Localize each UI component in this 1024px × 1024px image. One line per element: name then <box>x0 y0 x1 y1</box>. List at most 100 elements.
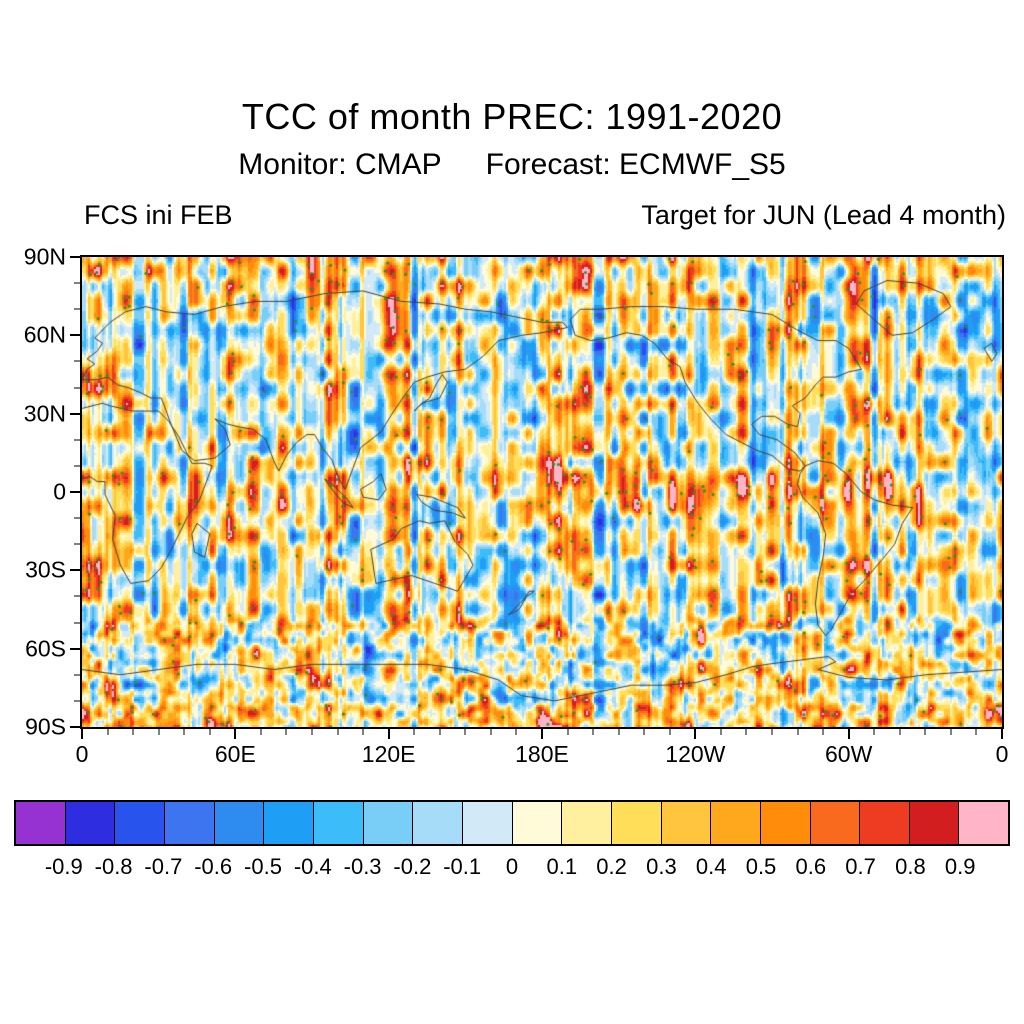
colorbar-tick-label: -0.2 <box>393 854 432 879</box>
panel-labels: FCS ini FEB Target for JUN (Lead 4 month… <box>84 200 1006 231</box>
y-axis-label: 60N <box>23 321 66 348</box>
colorbar-cell <box>511 802 562 844</box>
x-major-tick <box>234 729 237 739</box>
y-minor-tick <box>74 439 80 441</box>
colorbar-cell <box>163 802 214 844</box>
x-minor-tick <box>490 729 492 735</box>
x-axis-label: 120W <box>665 741 726 767</box>
colorbar-tick-label: 0.5 <box>745 854 777 879</box>
y-major-tick <box>70 412 80 415</box>
correlation-field-canvas <box>82 257 1002 727</box>
colorbar-cell <box>561 802 611 844</box>
colorbar-cell <box>859 802 909 844</box>
x-axis-label: 120E <box>361 741 416 767</box>
y-major-tick <box>70 256 80 258</box>
monitor-label: Monitor: CMAP <box>238 148 442 181</box>
colorbar-cell <box>263 802 313 844</box>
y-minor-tick <box>74 543 80 545</box>
colorbar-tick-label: -0.3 <box>343 854 382 879</box>
colorbar-cell <box>809 802 860 844</box>
x-minor-tick <box>311 729 313 735</box>
chart-subtitle: Monitor: CMAP Forecast: ECMWF_S5 <box>0 148 1024 182</box>
x-major-tick <box>1001 729 1003 739</box>
x-axis-label: 0 <box>995 741 1009 767</box>
colorbar-cell <box>710 802 760 844</box>
target-month-label: Target for JUN (Lead 4 month) <box>641 200 1006 230</box>
y-minor-tick <box>74 465 80 467</box>
x-minor-tick <box>107 729 109 735</box>
x-minor-tick <box>183 729 185 735</box>
colorbar-tick-label: -0.5 <box>244 854 282 879</box>
colorbar-cell <box>362 802 413 844</box>
x-minor-tick <box>720 729 722 735</box>
x-minor-tick <box>132 729 134 735</box>
y-major-tick <box>70 726 80 728</box>
x-minor-tick <box>797 729 799 735</box>
x-minor-tick <box>643 729 645 735</box>
x-axis-label: 60E <box>214 741 256 767</box>
x-minor-tick <box>924 729 926 735</box>
y-axis-label: 30N <box>23 400 66 427</box>
colorbar-tick-label: -0.4 <box>293 854 332 879</box>
y-axis-label: 0 <box>53 478 66 505</box>
x-major-tick <box>847 729 850 739</box>
colorbar-cell <box>412 802 462 844</box>
colorbar-cell <box>610 802 661 844</box>
y-minor-tick <box>74 360 80 362</box>
x-minor-tick <box>822 729 824 735</box>
colorbar-tick-label: 0.8 <box>895 854 926 879</box>
x-axis-label: 0 <box>75 741 89 767</box>
colorbar-tick-label: 0.3 <box>646 854 677 879</box>
y-axis-label: 60S <box>25 635 66 662</box>
y-minor-tick <box>74 622 80 624</box>
colorbar-tick-label: 0.4 <box>695 854 727 879</box>
x-axis-label: 180E <box>515 741 569 767</box>
colorbar-cell <box>908 802 959 844</box>
chart-title: TCC of month PREC: 1991-2020 <box>241 96 783 137</box>
x-minor-tick <box>975 729 977 735</box>
x-minor-tick <box>771 729 773 735</box>
init-month-label: FCS ini FEB <box>84 200 233 230</box>
x-minor-tick <box>260 729 262 735</box>
y-minor-tick <box>74 595 80 597</box>
x-major-tick <box>541 729 543 739</box>
y-major-tick <box>70 569 80 572</box>
x-minor-tick <box>873 729 875 735</box>
x-minor-tick <box>950 729 952 735</box>
x-minor-tick <box>592 729 594 735</box>
colorbar-tick-label: -0.6 <box>194 854 233 879</box>
y-minor-tick <box>74 282 80 284</box>
y-axis-label: 90N <box>23 243 66 270</box>
x-minor-tick <box>285 729 287 735</box>
colorbar <box>14 800 1010 846</box>
colorbar-cell <box>660 802 711 844</box>
x-minor-tick <box>158 729 160 735</box>
y-axis-label: 30S <box>25 556 66 583</box>
x-major-tick <box>81 729 83 739</box>
x-axis-label: 60W <box>825 741 873 767</box>
y-minor-tick <box>74 674 80 676</box>
colorbar-tick-label: 0.2 <box>596 854 627 879</box>
x-major-tick <box>387 729 390 739</box>
colorbar-tick-label: 0 <box>505 854 519 879</box>
colorbar-tick-label: 0.6 <box>795 854 827 879</box>
x-minor-tick <box>515 729 517 735</box>
x-minor-tick <box>745 729 747 735</box>
colorbar-tick-label: -0.8 <box>94 854 133 879</box>
x-minor-tick <box>439 729 441 735</box>
y-axis-label: 90S <box>25 713 66 740</box>
colorbar-labels: -0.9 -0.8 -0.7 -0.6 -0.5 -0.4 -0.3 -0.2 -0.1 0 0.1… <box>14 854 1010 882</box>
colorbar-tick-label: -0.7 <box>144 854 183 879</box>
x-minor-tick <box>337 729 339 735</box>
x-minor-tick <box>209 729 211 735</box>
colorbar-cell <box>114 802 164 844</box>
x-minor-tick <box>413 729 415 735</box>
y-major-tick <box>70 334 80 337</box>
forecast-label: Forecast: ECMWF_S5 <box>485 148 786 181</box>
y-minor-tick <box>74 517 80 519</box>
x-minor-tick <box>618 729 620 735</box>
y-minor-tick <box>74 387 80 389</box>
colorbar-cell <box>213 802 264 844</box>
y-major-tick <box>70 647 80 650</box>
x-minor-tick <box>567 729 569 735</box>
